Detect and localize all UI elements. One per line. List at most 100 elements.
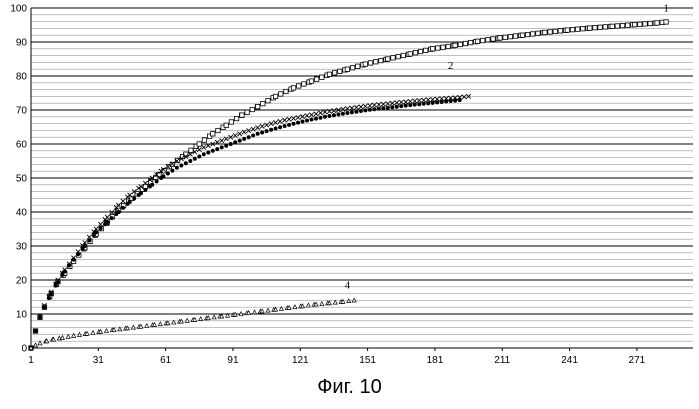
data-point [110, 216, 114, 220]
data-point [481, 38, 485, 42]
data-point [408, 103, 412, 107]
data-point [379, 58, 383, 62]
data-point [513, 34, 517, 38]
x-tick-label: 241 [561, 355, 578, 366]
data-point [282, 118, 286, 122]
data-point [413, 103, 417, 107]
data-point [297, 84, 301, 88]
data-point [273, 94, 277, 98]
data-point [390, 105, 394, 109]
data-point [327, 72, 331, 76]
data-point [238, 139, 242, 143]
data-point [60, 336, 64, 340]
data-point [197, 154, 201, 158]
data-point [305, 119, 309, 123]
data-point [188, 159, 192, 163]
data-point [199, 317, 203, 321]
data-point [314, 117, 318, 121]
data-point [296, 121, 300, 125]
data-point [536, 31, 540, 35]
y-tick-label: 30 [16, 242, 28, 253]
data-point [354, 110, 358, 114]
data-point [638, 22, 642, 26]
data-point [237, 132, 241, 136]
data-point [413, 51, 417, 55]
data-point [508, 34, 512, 38]
data-point [327, 114, 331, 118]
data-point [150, 183, 154, 187]
data-point [395, 105, 399, 109]
data-point [345, 111, 349, 115]
y-tick-label: 70 [16, 106, 28, 117]
data-point [291, 86, 295, 90]
data-point [206, 151, 210, 155]
data-point [598, 25, 602, 29]
data-point [278, 125, 282, 129]
x-tick-label: 61 [160, 355, 172, 366]
data-point [83, 244, 87, 248]
data-point [593, 25, 597, 29]
series-label-1: 1 [663, 2, 669, 14]
data-point [66, 335, 70, 339]
data-point [76, 252, 80, 256]
y-tick-label: 60 [16, 140, 28, 151]
data-point [386, 101, 390, 105]
data-point [363, 62, 367, 66]
data-point [185, 319, 189, 323]
data-point [306, 303, 310, 307]
data-point [255, 104, 259, 108]
data-point [381, 106, 385, 110]
data-point [117, 210, 121, 214]
data-point [273, 120, 277, 124]
data-point [284, 89, 288, 93]
data-point [247, 135, 251, 139]
data-point [229, 120, 233, 124]
data-point [350, 110, 354, 114]
data-point [435, 100, 439, 104]
data-point [548, 30, 552, 34]
data-point [377, 107, 381, 111]
data-point [33, 329, 37, 333]
x-tick-label: 1 [28, 355, 34, 366]
data-point [372, 103, 376, 107]
data-point [131, 325, 135, 329]
data-point [309, 113, 313, 117]
y-tick-label: 100 [10, 4, 27, 15]
data-point [202, 145, 206, 149]
data-point [475, 39, 479, 43]
data-point [422, 98, 426, 102]
data-point [67, 264, 71, 268]
data-point [338, 69, 342, 73]
data-point [615, 24, 619, 28]
x-tick-label: 211 [494, 355, 510, 366]
data-point [436, 46, 440, 50]
data-point [202, 152, 206, 156]
data-point [314, 77, 318, 81]
data-point [588, 26, 592, 30]
data-point [486, 38, 490, 42]
data-point [347, 299, 351, 303]
data-point [332, 108, 336, 112]
data-point [309, 79, 313, 83]
data-point [175, 166, 179, 170]
data-point [60, 273, 64, 277]
data-point [33, 343, 37, 347]
data-point [212, 315, 216, 319]
data-point [305, 113, 309, 117]
data-point [283, 124, 287, 128]
data-point [363, 104, 367, 108]
data-point [54, 284, 58, 288]
data-point [643, 22, 647, 26]
data-point [413, 99, 417, 103]
data-point [38, 315, 42, 319]
data-point [373, 60, 377, 64]
data-point [610, 24, 614, 28]
data-point [354, 105, 358, 109]
data-point [332, 113, 336, 117]
data-point [265, 129, 269, 133]
data-point [155, 179, 159, 183]
data-point [462, 95, 466, 99]
series-label-2: 2 [448, 60, 454, 72]
data-point [320, 302, 324, 306]
